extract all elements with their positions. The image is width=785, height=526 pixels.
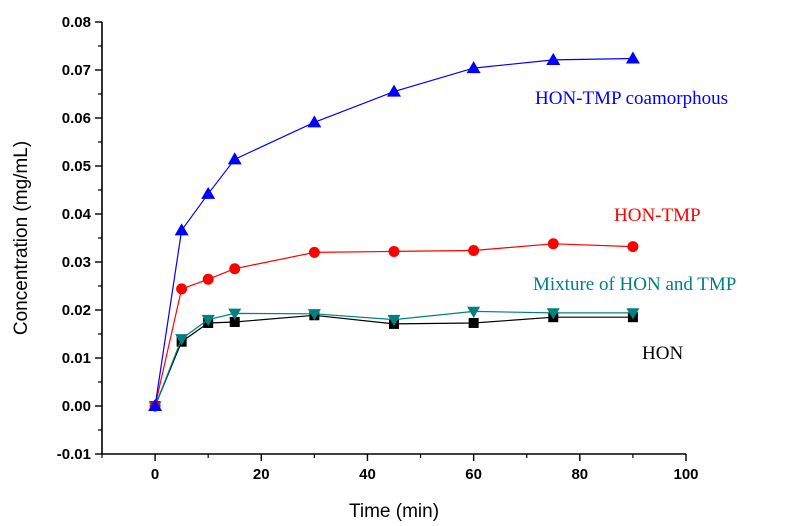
series-label: HON-TMP <box>614 205 701 226</box>
y-axis-ticks: -0.01 0.00 0.01 0.02 0.03 0.04 0.05 0.06 0.07 0.0… <box>57 14 102 463</box>
inverted-triangle-marker <box>387 314 401 327</box>
circle-marker <box>547 238 559 250</box>
x-tick-label: 20 <box>253 466 270 483</box>
triangle-marker <box>148 399 163 412</box>
triangle-marker <box>174 223 189 236</box>
x-tick-label: 80 <box>571 466 588 483</box>
series-layer <box>148 51 640 413</box>
circle-marker <box>308 246 320 258</box>
x-tick-label: 40 <box>359 466 376 483</box>
square-marker <box>229 317 240 327</box>
series-label: HON-TMP coamorphous <box>535 88 728 109</box>
inverted-triangle-marker <box>228 308 242 320</box>
y-tick-label: 0.05 <box>62 158 91 175</box>
x-tick-label: 60 <box>465 466 482 483</box>
triangle-marker <box>466 61 481 74</box>
circle-marker <box>627 241 639 253</box>
series-label: Mixture of HON and TMP <box>533 274 736 295</box>
y-tick-label: 0.02 <box>62 302 91 319</box>
y-tick-label: 0.03 <box>62 254 91 271</box>
circle-marker <box>388 245 400 257</box>
inverted-triangle-marker <box>626 308 640 320</box>
inverted-triangle-marker <box>467 306 481 318</box>
y-tick-label: 0.08 <box>62 14 91 31</box>
y-tick-label: -0.01 <box>57 446 91 463</box>
triangle-marker <box>201 186 216 199</box>
y-tick-label: 0.00 <box>62 398 91 415</box>
inverted-triangle-marker <box>201 314 215 327</box>
triangle-marker <box>387 84 401 97</box>
y-tick-label: 0.06 <box>62 110 91 127</box>
y-tick-label: 0.01 <box>62 350 91 367</box>
circle-marker <box>468 244 480 256</box>
x-axis-ticks: 0 20 40 60 80 100 <box>101 454 699 483</box>
circle-marker <box>229 263 241 275</box>
triangle-marker <box>546 52 561 65</box>
series-line <box>154 57 633 407</box>
y-tick-label: 0.04 <box>62 206 92 223</box>
triangle-marker <box>227 152 242 165</box>
x-tick-label: 0 <box>151 466 159 483</box>
series-hon-tmp-coamorphous <box>148 51 640 412</box>
square-marker <box>468 317 479 328</box>
circle-marker <box>176 283 188 295</box>
series-labels: HON-TMP coamorphous HON-TMP Mixture of HON… <box>533 88 736 364</box>
triangle-marker <box>307 115 322 128</box>
inverted-triangle-marker <box>175 334 189 346</box>
inverted-triangle-marker <box>546 308 560 320</box>
x-axis-title: Time (min) <box>349 501 439 522</box>
circle-marker <box>202 273 214 285</box>
y-axis-title: Concentration (mg/mL) <box>11 141 32 335</box>
series-label: HON <box>642 343 683 364</box>
x-tick-label: 100 <box>673 466 698 483</box>
inverted-triangle-marker <box>307 309 321 321</box>
triangle-marker <box>625 51 640 64</box>
y-tick-label: 0.07 <box>62 62 91 79</box>
